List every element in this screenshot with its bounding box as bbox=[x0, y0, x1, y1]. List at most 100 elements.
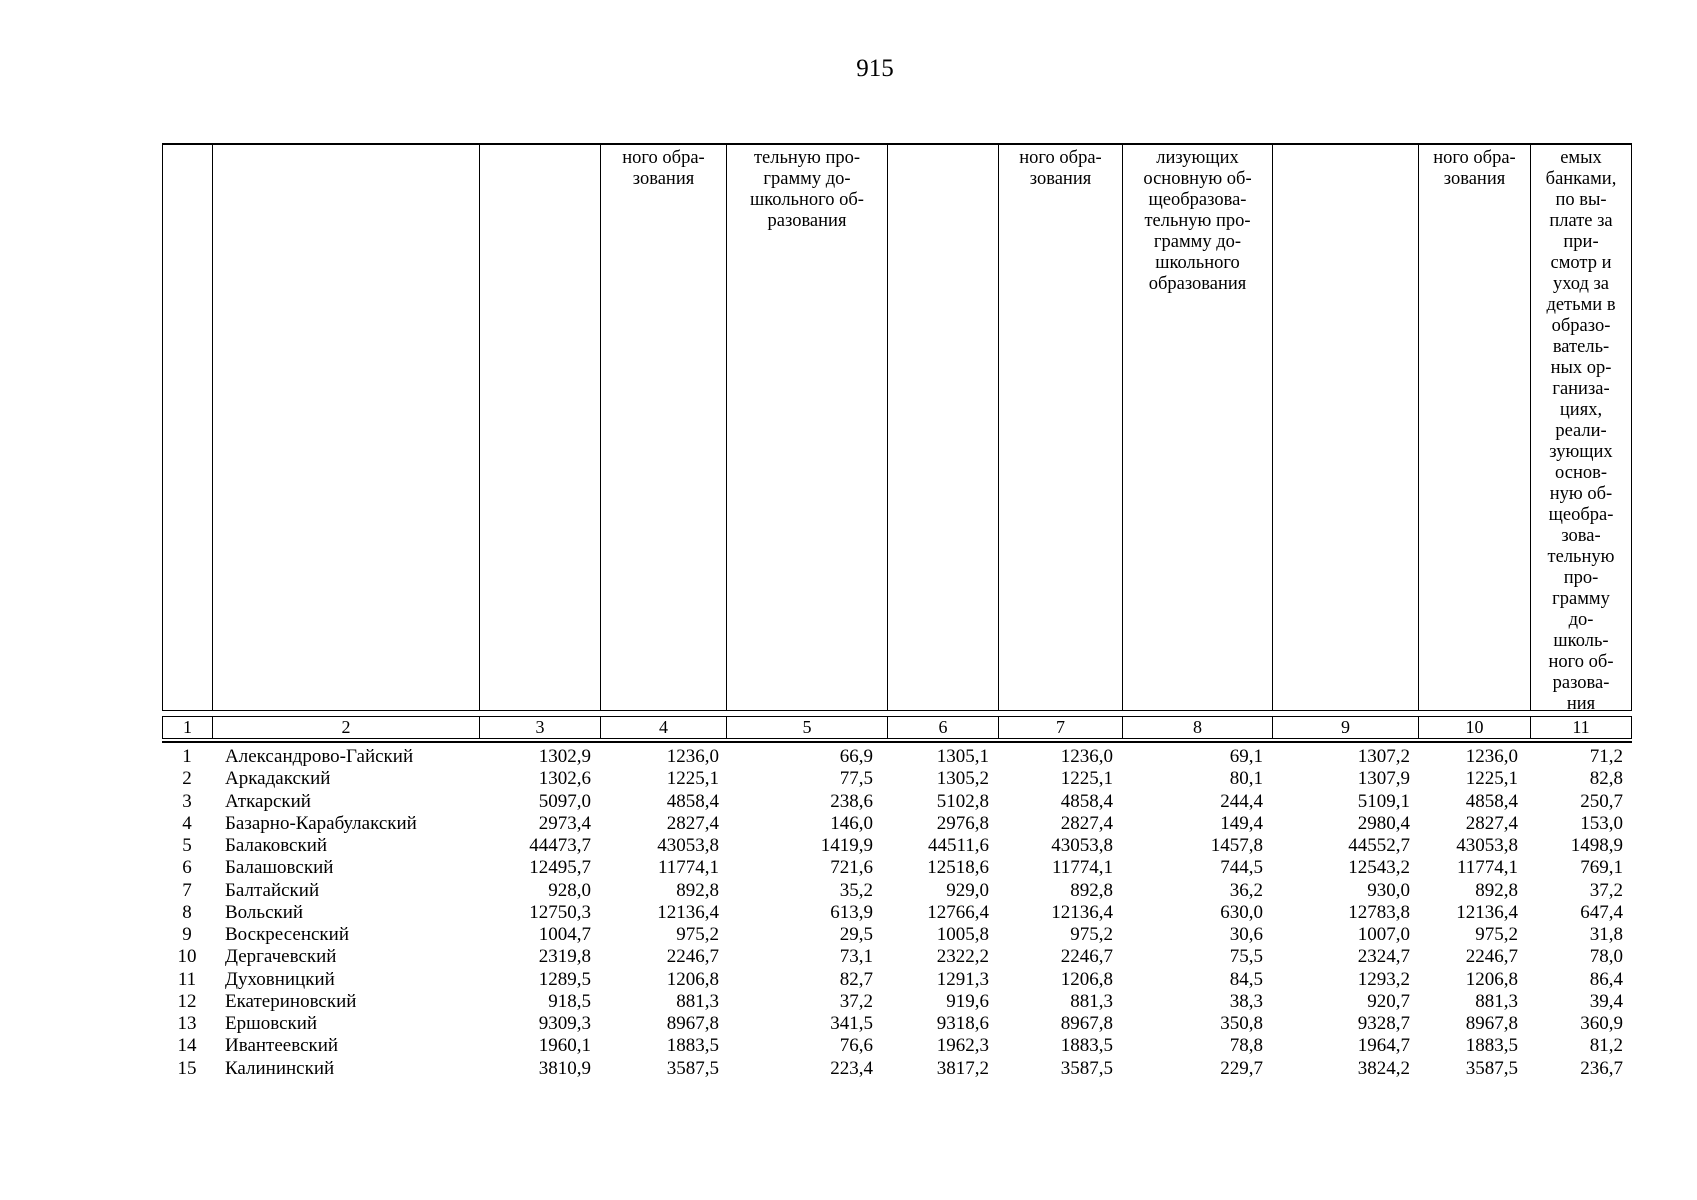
column-number-cell-8: 8 bbox=[1123, 717, 1273, 738]
value-cell: 1962,3 bbox=[936, 1035, 989, 1057]
value-cell: 1225,1 bbox=[1465, 768, 1518, 790]
table-row: 3 Аткарский 5097,0 4858,4 238,6 5102,8 4858,4 2… bbox=[162, 791, 1632, 813]
value-cell: 4858,4 bbox=[1465, 790, 1518, 812]
value-cell: 2319,8 bbox=[538, 946, 591, 968]
value-cell: 11774,1 bbox=[1456, 857, 1518, 879]
value-cell: 2827,4 bbox=[1465, 812, 1518, 834]
value-cell: 975,2 bbox=[676, 924, 719, 945]
header-cell-5: тельную про- грамму до- школьного об- ра… bbox=[727, 145, 888, 710]
value-cell: 3587,5 bbox=[1060, 1057, 1113, 1079]
value-cell: 360,9 bbox=[1580, 1013, 1623, 1034]
table-row: 9 Воскресенский 1004,7 975,2 29,5 1005,8 975,2… bbox=[162, 924, 1632, 946]
value-cell: 78,0 bbox=[1589, 946, 1623, 968]
district-name-cell: Калининский bbox=[225, 1057, 335, 1079]
value-cell: 613,9 bbox=[830, 901, 873, 923]
value-cell: 12783,8 bbox=[1348, 901, 1410, 923]
value-cell: 1005,8 bbox=[936, 924, 989, 945]
table-row: 12 Екатериновский 918,5 881,3 37,2 919,6 881,3… bbox=[162, 991, 1632, 1013]
value-cell: 146,0 bbox=[830, 812, 873, 834]
value-cell: 2246,7 bbox=[1465, 946, 1518, 968]
value-cell: 9309,3 bbox=[538, 1013, 591, 1034]
value-cell: 84,5 bbox=[1229, 968, 1263, 990]
row-number-cell: 6 bbox=[182, 857, 192, 879]
table-row: 13 Ершовский 9309,3 8967,8 341,5 9318,6 8967,8… bbox=[162, 1013, 1632, 1035]
value-cell: 2246,7 bbox=[1060, 946, 1113, 968]
value-cell: 81,2 bbox=[1589, 1035, 1623, 1057]
value-cell: 1236,0 bbox=[1060, 746, 1113, 767]
value-cell: 3810,9 bbox=[538, 1057, 591, 1079]
district-name-cell: Екатериновский bbox=[225, 990, 357, 1012]
table-row: 15 Калининский 3810,9 3587,5 223,4 3817,2 3587… bbox=[162, 1058, 1632, 1080]
value-cell: 1302,6 bbox=[538, 768, 591, 790]
row-number-cell: 1 bbox=[182, 746, 192, 767]
district-name-cell: Балаковский bbox=[225, 835, 328, 856]
value-cell: 11774,1 bbox=[1051, 857, 1113, 879]
value-cell: 1883,5 bbox=[1465, 1035, 1518, 1057]
value-cell: 12495,7 bbox=[529, 857, 591, 879]
value-cell: 69,1 bbox=[1229, 746, 1263, 767]
value-cell: 78,8 bbox=[1229, 1035, 1263, 1057]
value-cell: 9328,7 bbox=[1357, 1013, 1410, 1034]
row-number-cell: 3 bbox=[182, 790, 192, 812]
header-cell-1 bbox=[163, 145, 213, 710]
value-cell: 5097,0 bbox=[538, 790, 591, 812]
value-cell: 3824,2 bbox=[1357, 1057, 1410, 1079]
table-row: 10 Дергачевский 2319,8 2246,7 73,1 2322,2 2246… bbox=[162, 946, 1632, 968]
value-cell: 1307,2 bbox=[1357, 746, 1410, 767]
value-cell: 229,7 bbox=[1220, 1057, 1263, 1079]
column-number-cell-2: 2 bbox=[213, 717, 480, 738]
value-cell: 43053,8 bbox=[1456, 835, 1518, 856]
value-cell: 2980,4 bbox=[1357, 812, 1410, 834]
table-header-row: ного обра- зования тельную про- грамму до… bbox=[162, 143, 1632, 711]
value-cell: 5109,1 bbox=[1357, 790, 1410, 812]
district-name-cell: Дергачевский bbox=[225, 946, 337, 968]
value-cell: 82,8 bbox=[1589, 768, 1623, 790]
table-body: 1 Александрово-Гайский 1302,9 1236,0 66,9 130… bbox=[162, 746, 1632, 1080]
value-cell: 3587,5 bbox=[666, 1057, 719, 1079]
row-number-cell: 8 bbox=[182, 901, 192, 923]
value-cell: 9318,6 bbox=[936, 1013, 989, 1034]
value-cell: 12136,4 bbox=[1051, 901, 1113, 923]
value-cell: 881,3 bbox=[1070, 990, 1113, 1012]
value-cell: 975,2 bbox=[1475, 924, 1518, 945]
header-cell-4: ного обра- зования bbox=[601, 145, 727, 710]
header-cell-3 bbox=[480, 145, 601, 710]
value-cell: 892,8 bbox=[1070, 879, 1113, 901]
value-cell: 244,4 bbox=[1220, 790, 1263, 812]
value-cell: 1960,1 bbox=[538, 1035, 591, 1057]
table-row: 2 Аркадакский 1302,6 1225,1 77,5 1305,2 1225,1… bbox=[162, 768, 1632, 790]
header-cell-8: лизующих основную об- щеобразова- тельну… bbox=[1123, 145, 1273, 710]
value-cell: 1004,7 bbox=[538, 924, 591, 945]
page-number: 915 bbox=[856, 55, 894, 82]
value-cell: 80,1 bbox=[1229, 768, 1263, 790]
header-cell-11: емых банками, по вы- плате за при- смотр… bbox=[1545, 148, 1617, 710]
value-cell: 73,1 bbox=[839, 946, 873, 968]
value-cell: 2322,2 bbox=[936, 946, 989, 968]
value-cell: 919,6 bbox=[946, 990, 989, 1012]
value-cell: 2827,4 bbox=[666, 812, 719, 834]
column-number-cell-7: 7 bbox=[999, 717, 1123, 738]
value-cell: 238,6 bbox=[830, 790, 873, 812]
district-name-cell: Аткарский bbox=[225, 790, 311, 812]
value-cell: 11774,1 bbox=[657, 857, 719, 879]
value-cell: 630,0 bbox=[1220, 901, 1263, 923]
district-name-cell: Александрово-Гайский bbox=[225, 746, 414, 767]
header-cell-7: ного обра- зования bbox=[999, 145, 1123, 710]
value-cell: 43053,8 bbox=[1051, 835, 1113, 856]
value-cell: 75,5 bbox=[1229, 946, 1263, 968]
value-cell: 37,2 bbox=[839, 990, 873, 1012]
value-cell: 930,0 bbox=[1367, 879, 1410, 901]
value-cell: 721,6 bbox=[830, 857, 873, 879]
value-cell: 250,7 bbox=[1580, 790, 1623, 812]
value-cell: 1007,0 bbox=[1357, 924, 1410, 945]
column-number-row: 1 2 3 4 5 6 7 8 9 10 11 bbox=[162, 716, 1632, 739]
header-cell-10: ного обра- зования bbox=[1419, 145, 1531, 710]
value-cell: 12136,4 bbox=[1456, 901, 1518, 923]
value-cell: 1883,5 bbox=[666, 1035, 719, 1057]
value-cell: 12136,4 bbox=[657, 901, 719, 923]
value-cell: 1206,8 bbox=[666, 968, 719, 990]
value-cell: 647,4 bbox=[1580, 901, 1623, 923]
value-cell: 35,2 bbox=[839, 879, 873, 901]
value-cell: 86,4 bbox=[1589, 968, 1623, 990]
value-cell: 1883,5 bbox=[1060, 1035, 1113, 1057]
